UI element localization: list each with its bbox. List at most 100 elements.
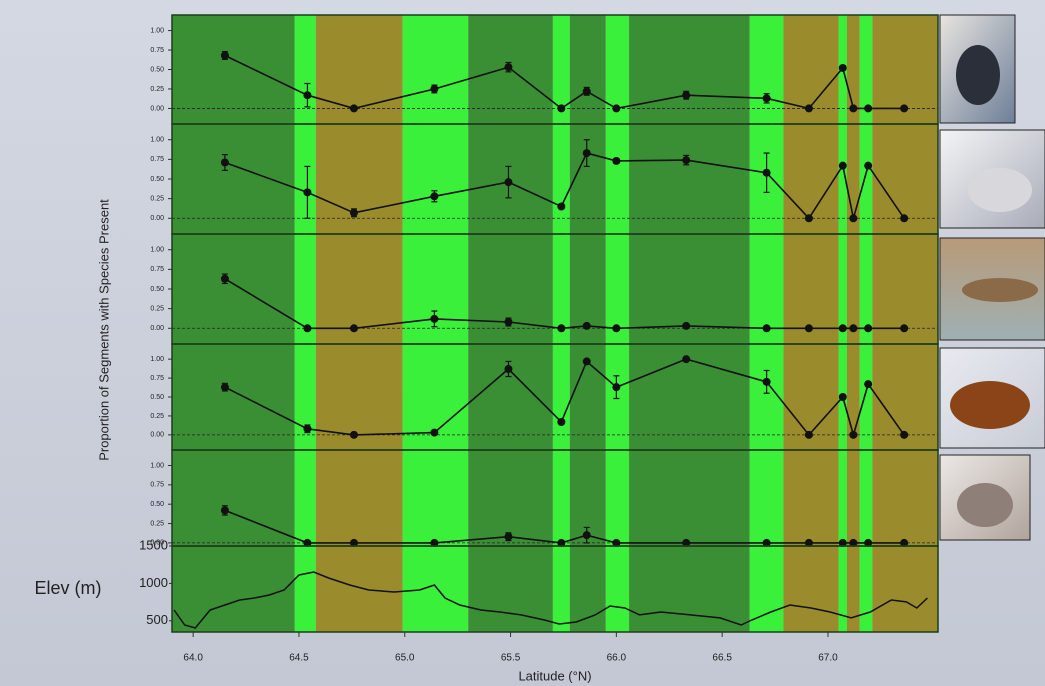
data-point bbox=[838, 161, 847, 170]
x-tick-label: 64.0 bbox=[183, 653, 203, 664]
x-tick-label: 67.0 bbox=[818, 653, 838, 664]
data-point bbox=[762, 377, 771, 386]
data-point bbox=[682, 321, 691, 330]
x-axis-label: Latitude (°N) bbox=[518, 668, 591, 683]
elevation-tick-label: 500 bbox=[146, 612, 168, 627]
animal-shape bbox=[950, 381, 1030, 429]
x-tick-label: 65.0 bbox=[395, 653, 415, 664]
data-point bbox=[900, 104, 909, 113]
data-point bbox=[864, 324, 873, 333]
data-point bbox=[303, 424, 312, 433]
panel-frame bbox=[171, 545, 939, 633]
x-tick-label: 66.0 bbox=[607, 653, 627, 664]
data-point bbox=[804, 104, 813, 113]
data-point bbox=[504, 318, 513, 326]
data-point bbox=[612, 383, 621, 392]
y-tick-label: 0.00 bbox=[150, 432, 164, 439]
data-point bbox=[804, 214, 813, 223]
habitat-band bbox=[749, 15, 784, 632]
y-tick-label: 0.75 bbox=[150, 266, 164, 273]
y-tick-label: 0.00 bbox=[150, 105, 164, 112]
data-point bbox=[430, 428, 439, 437]
data-point bbox=[504, 364, 513, 373]
data-point bbox=[582, 357, 591, 366]
data-point bbox=[557, 538, 566, 547]
data-point bbox=[557, 202, 566, 211]
data-point bbox=[682, 91, 691, 100]
x-tick-label: 66.5 bbox=[712, 653, 732, 664]
y-axis-label: Proportion of Segments with Species Pres… bbox=[96, 199, 111, 461]
data-point bbox=[804, 430, 813, 439]
data-point bbox=[349, 538, 358, 547]
data-point bbox=[900, 214, 909, 223]
y-tick-label: 0.75 bbox=[150, 482, 164, 489]
elevation-tick-label: 1500 bbox=[139, 537, 168, 552]
data-point bbox=[349, 430, 358, 439]
elevation-label: Elev (m) bbox=[35, 578, 102, 598]
elevation-tick-label: 1000 bbox=[139, 575, 168, 590]
habitat-band bbox=[847, 15, 860, 632]
data-point bbox=[864, 538, 873, 547]
data-point bbox=[349, 104, 358, 113]
animal-shape bbox=[957, 483, 1013, 527]
data-point bbox=[349, 208, 358, 217]
y-tick-label: 0.25 bbox=[150, 520, 164, 527]
data-point bbox=[900, 324, 909, 333]
y-tick-label: 0.00 bbox=[150, 215, 164, 222]
data-point bbox=[349, 324, 358, 333]
data-point bbox=[804, 324, 813, 333]
elevation-line bbox=[173, 571, 928, 629]
data-point bbox=[220, 158, 229, 167]
data-point bbox=[838, 63, 847, 72]
x-tick-label: 64.5 bbox=[289, 653, 309, 664]
data-point bbox=[612, 324, 621, 333]
data-point bbox=[582, 87, 591, 96]
data-point bbox=[303, 188, 312, 197]
data-point bbox=[430, 314, 439, 323]
data-point bbox=[762, 324, 771, 333]
y-tick-label: 0.50 bbox=[150, 394, 164, 401]
data-point bbox=[838, 393, 847, 401]
data-point bbox=[504, 63, 513, 72]
y-tick-label: 0.25 bbox=[150, 413, 164, 420]
data-point bbox=[849, 430, 858, 439]
y-tick-label: 1.00 bbox=[150, 247, 164, 254]
y-tick-label: 0.50 bbox=[150, 501, 164, 508]
data-point bbox=[762, 94, 771, 103]
data-point bbox=[557, 104, 566, 113]
habitat-band bbox=[783, 15, 839, 632]
data-point bbox=[582, 531, 591, 540]
data-point bbox=[849, 214, 858, 223]
y-tick-label: 1.00 bbox=[150, 27, 164, 34]
data-point bbox=[430, 538, 439, 547]
data-point bbox=[582, 321, 591, 330]
data-point bbox=[557, 417, 566, 426]
data-point bbox=[849, 104, 858, 113]
data-point bbox=[612, 156, 621, 165]
data-point bbox=[303, 324, 312, 333]
data-point bbox=[838, 324, 847, 333]
y-tick-label: 0.75 bbox=[150, 47, 164, 54]
habitat-band bbox=[552, 15, 570, 632]
photos bbox=[939, 14, 1045, 541]
data-point bbox=[557, 324, 566, 333]
data-point bbox=[220, 51, 229, 60]
y-tick-label: 0.50 bbox=[150, 176, 164, 183]
animal-shape bbox=[962, 278, 1038, 302]
data-point bbox=[804, 538, 813, 547]
data-point bbox=[430, 84, 439, 93]
animal-shape bbox=[956, 45, 1000, 105]
data-point bbox=[430, 192, 439, 201]
data-point bbox=[864, 161, 873, 170]
y-tick-label: 0.50 bbox=[150, 286, 164, 293]
y-tick-label: 0.25 bbox=[150, 195, 164, 202]
y-tick-label: 0.25 bbox=[150, 305, 164, 312]
habitat-band bbox=[872, 15, 938, 632]
data-point bbox=[838, 538, 847, 547]
data-point bbox=[504, 178, 513, 187]
y-tick-label: 1.00 bbox=[150, 462, 164, 469]
y-tick-label: 0.00 bbox=[150, 540, 164, 547]
habitat-band bbox=[402, 15, 469, 632]
habitat-band bbox=[172, 15, 295, 632]
data-point bbox=[849, 324, 858, 333]
